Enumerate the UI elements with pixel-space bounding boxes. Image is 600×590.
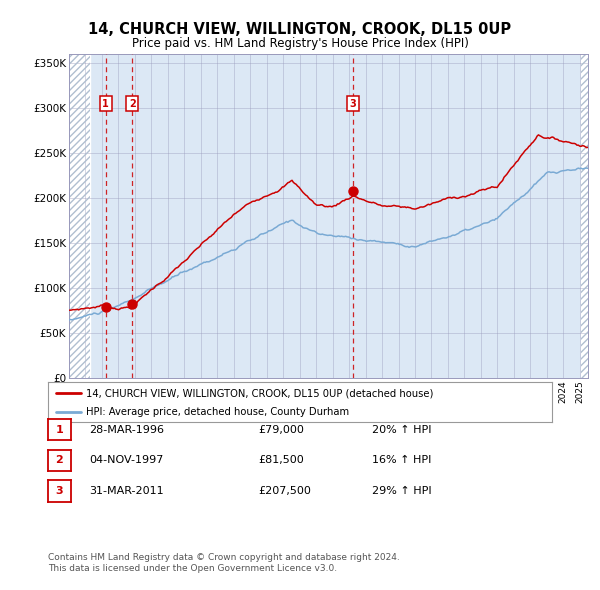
Text: 28-MAR-1996: 28-MAR-1996 [89,425,164,434]
Bar [69,54,89,378]
Text: 2: 2 [56,455,63,465]
Text: HPI: Average price, detached house, County Durham: HPI: Average price, detached house, Coun… [86,407,349,417]
Text: 20% ↑ HPI: 20% ↑ HPI [372,425,431,434]
Bar [581,54,588,378]
Text: 29% ↑ HPI: 29% ↑ HPI [372,486,431,496]
Text: 3: 3 [350,99,356,109]
Text: £79,000: £79,000 [258,425,304,434]
Text: This data is licensed under the Open Government Licence v3.0.: This data is licensed under the Open Gov… [48,565,337,573]
Text: 04-NOV-1997: 04-NOV-1997 [89,455,163,465]
Text: 1: 1 [56,425,63,434]
Text: 14, CHURCH VIEW, WILLINGTON, CROOK, DL15 0UP (detached house): 14, CHURCH VIEW, WILLINGTON, CROOK, DL15… [86,388,433,398]
Text: 1: 1 [103,99,109,109]
Text: £81,500: £81,500 [258,455,304,465]
Text: Price paid vs. HM Land Registry's House Price Index (HPI): Price paid vs. HM Land Registry's House … [131,37,469,50]
Text: £207,500: £207,500 [258,486,311,496]
Text: 16% ↑ HPI: 16% ↑ HPI [372,455,431,465]
Text: Contains HM Land Registry data © Crown copyright and database right 2024.: Contains HM Land Registry data © Crown c… [48,553,400,562]
Bar [69,54,89,378]
Text: 31-MAR-2011: 31-MAR-2011 [89,486,163,496]
Text: 14, CHURCH VIEW, WILLINGTON, CROOK, DL15 0UP: 14, CHURCH VIEW, WILLINGTON, CROOK, DL15… [88,22,512,37]
Bar [581,54,588,378]
Text: 2: 2 [129,99,136,109]
Text: 3: 3 [56,486,63,496]
